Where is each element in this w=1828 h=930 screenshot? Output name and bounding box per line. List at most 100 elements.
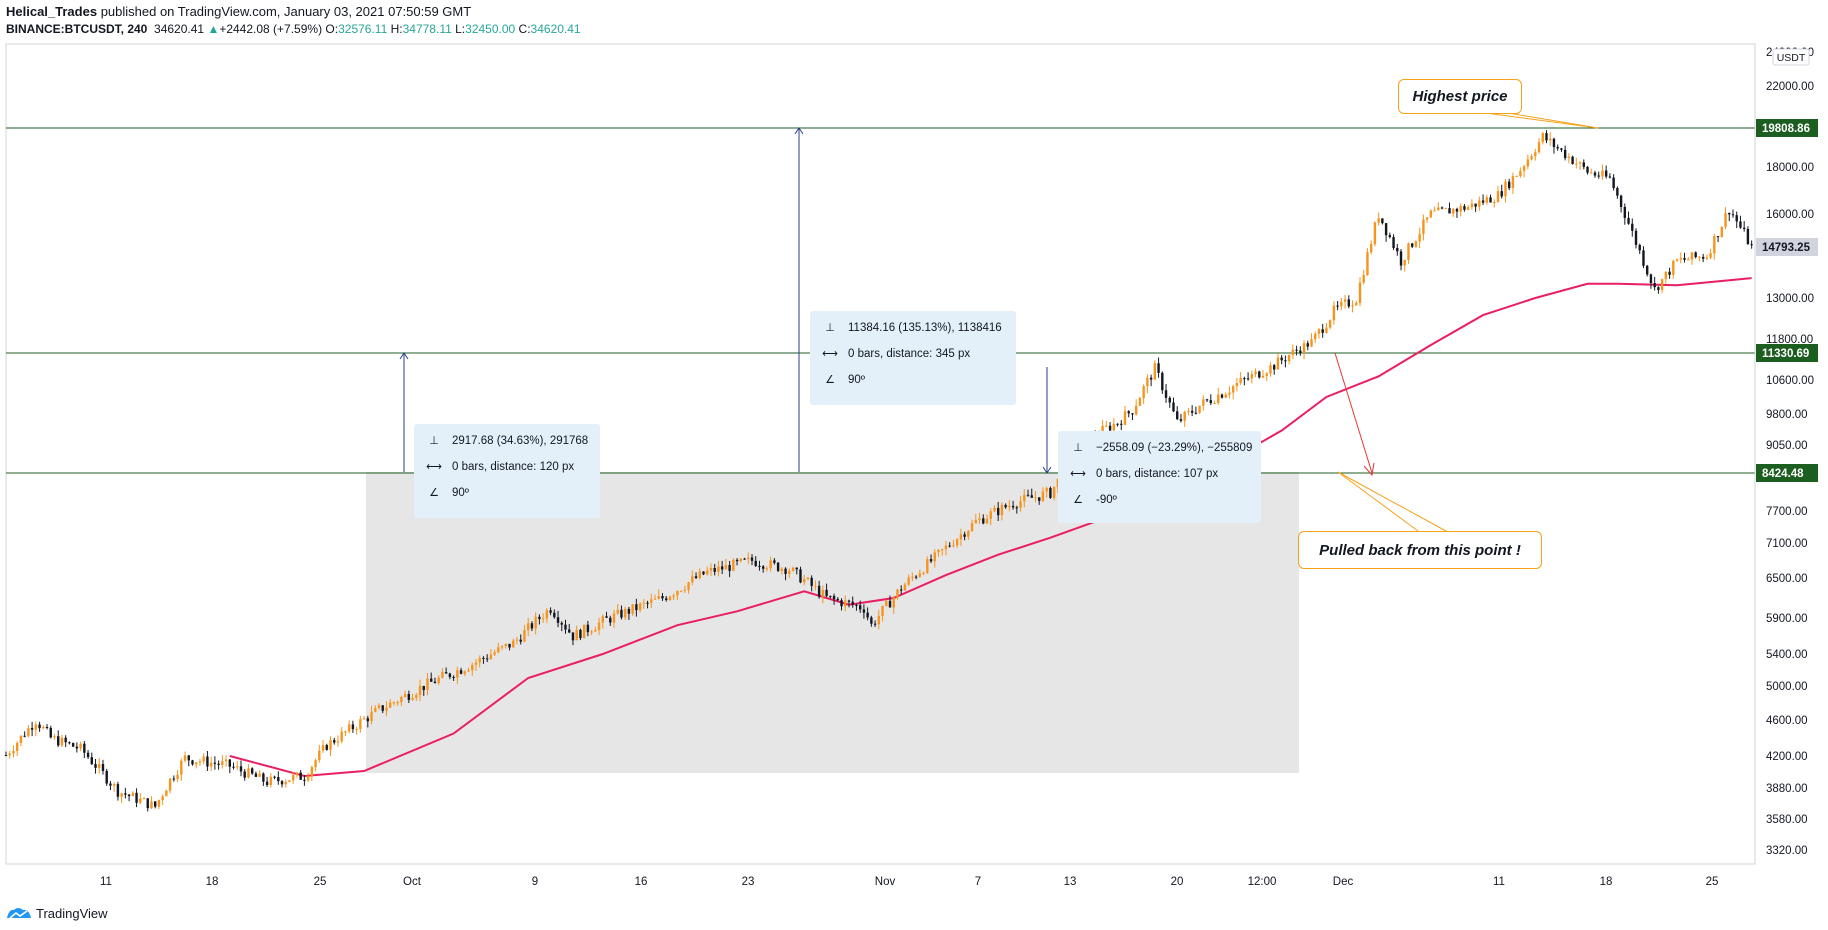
candle-body (299, 772, 302, 780)
candle-body (858, 605, 862, 610)
candle-body (1534, 152, 1537, 157)
candle-body (978, 518, 981, 521)
candle-body (963, 534, 966, 537)
candle-body (1351, 305, 1354, 307)
candle-body (1314, 333, 1317, 340)
candle-body (64, 737, 67, 743)
candle-body (993, 507, 996, 512)
candle-body (139, 798, 142, 803)
time-tick-label: 7 (975, 876, 981, 888)
candle-body (784, 568, 787, 574)
price-label: 19808.86 (1756, 119, 1818, 137)
candle-body (75, 746, 79, 749)
candle-body (1123, 411, 1127, 425)
candle-body (1411, 243, 1414, 247)
candle-body (27, 728, 30, 737)
candle-body (277, 777, 280, 782)
candle-body (691, 576, 694, 583)
candle-body (959, 534, 963, 540)
candle-body (1198, 405, 1201, 413)
candle-body (1578, 162, 1582, 164)
candle-body (862, 609, 866, 613)
candle-body (1649, 274, 1653, 284)
candle-body (1172, 402, 1175, 412)
time-axis[interactable]: 11 18 25 Oct 9 16 23 Nov 7 13 20 12:00 Dec 11 18 25 (6, 863, 1755, 888)
candle-body (616, 609, 619, 614)
candle-body (318, 750, 321, 761)
candle-body (918, 573, 922, 577)
candle-body (1369, 244, 1373, 253)
measure-box-3[interactable]: ⊥ −2558.09 (−23.29%), −255809 ⟷ 0 bars, di… (1058, 431, 1261, 523)
author-name[interactable]: Helical_Trades (6, 4, 98, 19)
measure-box-2[interactable]: ⊥ 11384.16 (135.13%), 1138416 ⟷ 0 bars, di… (810, 311, 1016, 405)
candle-body (1750, 244, 1753, 246)
angle-icon: ∠ (825, 374, 835, 386)
candle-body (98, 764, 101, 768)
candle-body (1328, 320, 1332, 328)
symbol-label[interactable]: BINANCE:BTCUSDT, 240 (6, 22, 148, 36)
candle-body (683, 589, 687, 591)
candle-body (1235, 383, 1239, 387)
candle-body (493, 652, 496, 655)
candle-body (258, 773, 261, 777)
candle-body (1101, 425, 1104, 436)
candle-body (1362, 275, 1365, 283)
candle-body (135, 792, 138, 803)
candle-body (1246, 378, 1250, 380)
candle-body (1112, 423, 1116, 431)
candle-body (236, 766, 239, 768)
candle-body (500, 646, 504, 648)
candle-body (743, 558, 746, 560)
candle-body (292, 775, 295, 781)
price-axis[interactable]: 24000.0022000.0018000.0016000.0013000.00… (1754, 44, 1826, 864)
candle-body (955, 539, 959, 546)
price-tick-label: 16000.00 (1766, 209, 1814, 221)
candle-body (1190, 410, 1194, 413)
price-tick-label: 22000.00 (1766, 81, 1814, 93)
change-value: +2442.08 (+7.59%) (219, 22, 323, 36)
candle-body (232, 766, 235, 768)
callout-pulled-back[interactable]: Pulled back from this point ! (1298, 531, 1542, 569)
candle-body (642, 602, 646, 604)
candle-body (844, 600, 847, 607)
candle-body (702, 571, 705, 575)
tradingview-brand[interactable]: TradingView (36, 905, 108, 921)
pulled-pointer-b (1337, 471, 1447, 532)
time-tick-label: 16 (635, 876, 648, 888)
candle-body (780, 568, 784, 571)
candle-body (1716, 236, 1720, 238)
ohlc-header: BINANCE:BTCUSDT, 240 34620.41 ▲+2442.08 … (6, 21, 581, 37)
candle-body (747, 557, 750, 560)
candle-body (336, 741, 340, 743)
candle-body (90, 757, 93, 765)
candle-body (109, 783, 112, 786)
candle-body (1187, 410, 1190, 412)
candle-body (1713, 236, 1716, 254)
candle-body (1280, 357, 1283, 361)
candle-body (1571, 156, 1574, 164)
pullback-arrow (1334, 352, 1373, 474)
candle-body (45, 726, 49, 728)
candle-body (788, 570, 791, 574)
candle-body (933, 552, 936, 562)
candle-body (388, 702, 392, 708)
measure-box-1[interactable]: ⊥ 2917.68 (34.63%), 291768 ⟷ 0 bars, dista… (414, 424, 600, 518)
candle-body (86, 752, 90, 758)
candle-body (896, 589, 899, 598)
candle-body (1440, 207, 1444, 209)
candle-body (1582, 162, 1585, 167)
candle-body (1179, 419, 1183, 421)
high-label: H: (390, 22, 403, 36)
candle-body (1448, 208, 1451, 214)
candle-body (1049, 488, 1052, 498)
candle-body (1332, 305, 1336, 321)
callout-highest-price[interactable]: Highest price (1398, 79, 1522, 114)
candle-body (508, 643, 511, 648)
candle-body (172, 778, 176, 780)
candle-body (1463, 206, 1466, 210)
candle-body (142, 798, 146, 800)
candle-body (687, 582, 690, 590)
candle-body (314, 760, 317, 768)
candle-body (459, 670, 463, 674)
